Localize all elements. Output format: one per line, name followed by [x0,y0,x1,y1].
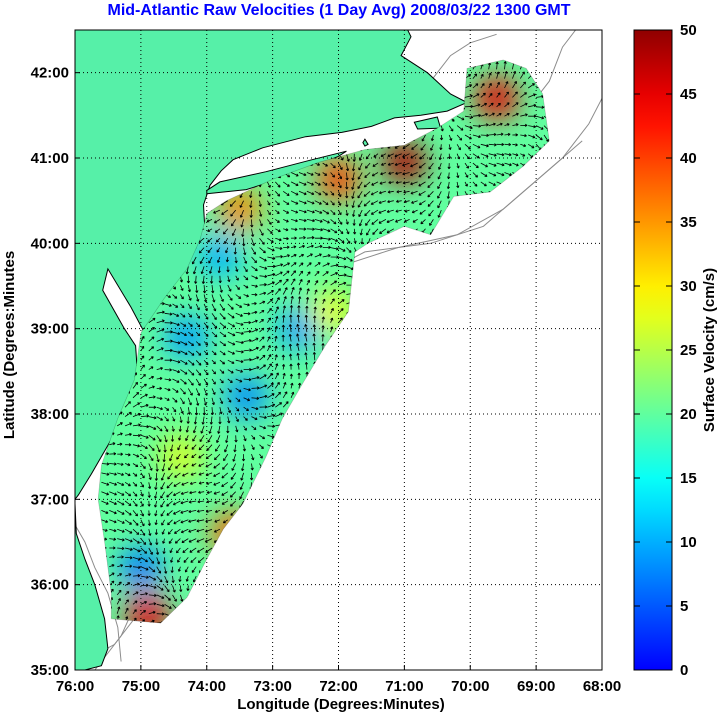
y-tick-labels: 35:00 36:00 37:00 38:00 39:00 40:00 41:00 42:00 [31,65,80,679]
island [362,138,369,147]
x-tick-label: 76:00 [56,678,94,695]
calm-zone [197,234,242,279]
bathymetry-contour [75,524,122,662]
x-tick-label: 69:00 [517,678,555,695]
colorbar-tick-label: 30 [680,278,697,295]
coverage-outline [97,59,550,624]
colorbar-tick-label: 35 [680,214,697,231]
x-tick-label: 75:00 [122,678,160,695]
y-tick-label: 40:00 [31,235,69,252]
y-axis-label: Latitude (Degrees:Minutes [1,251,18,439]
colorbar-tick-label: 45 [680,86,697,103]
x-tick-label: 74:00 [188,678,226,695]
y-tick-label: 42:00 [31,65,69,82]
land-layer [75,30,475,670]
colorbar-tick-label: 10 [680,534,697,551]
colorbar-tick-label: 0 [680,662,688,679]
x-tick-label: 71:00 [385,678,423,695]
colorbar-tick-label: 15 [680,470,697,487]
colorbar-tick-label: 20 [680,406,697,423]
plot-area [75,30,602,670]
y-tick-label: 41:00 [31,150,69,167]
x-tick-label: 70:00 [451,678,489,695]
y-tick-label: 38:00 [31,406,69,423]
grid-lines [75,30,602,670]
hotspot [316,157,361,202]
hotspot [474,76,519,121]
x-tick-label: 68:00 [583,678,621,695]
calm-zone [118,545,163,590]
x-tick-label: 72:00 [319,678,357,695]
calm-zone [164,315,209,360]
colorbar-tick-label: 40 [680,150,697,167]
y-tick-label: 39:00 [31,321,69,338]
colorbar-label: Surface Velocity (cm/s) [701,268,718,432]
y-tick-label: 36:00 [31,577,69,594]
colorbar-tick-label: 5 [680,598,688,615]
colorbar: 0 5 10 15 20 25 30 35 40 45 50 Surface Velocity (c… [633,22,718,679]
x-axis-label: Longitude (Degrees:Minutes) [237,696,445,713]
hotspot [125,592,170,624]
x-tick-label: 73:00 [253,678,291,695]
calm-zone [276,306,321,351]
y-tick-label: 35:00 [31,662,69,679]
colorbar-tick-labels: 0 5 10 15 20 25 30 35 40 45 50 [634,22,697,679]
colorbar-tick-label: 50 [680,22,697,39]
hotspot [158,434,203,479]
x-tick-labels: 76:00 75:00 74:00 73:00 72:00 71:00 70:00 69:00… [56,665,621,695]
outer-banks [75,503,109,670]
colorbar-tick-label: 25 [680,342,697,359]
chart-title: Mid-Atlantic Raw Velocities (1 Day Avg) … [108,2,571,19]
y-tick-label: 37:00 [31,491,69,508]
